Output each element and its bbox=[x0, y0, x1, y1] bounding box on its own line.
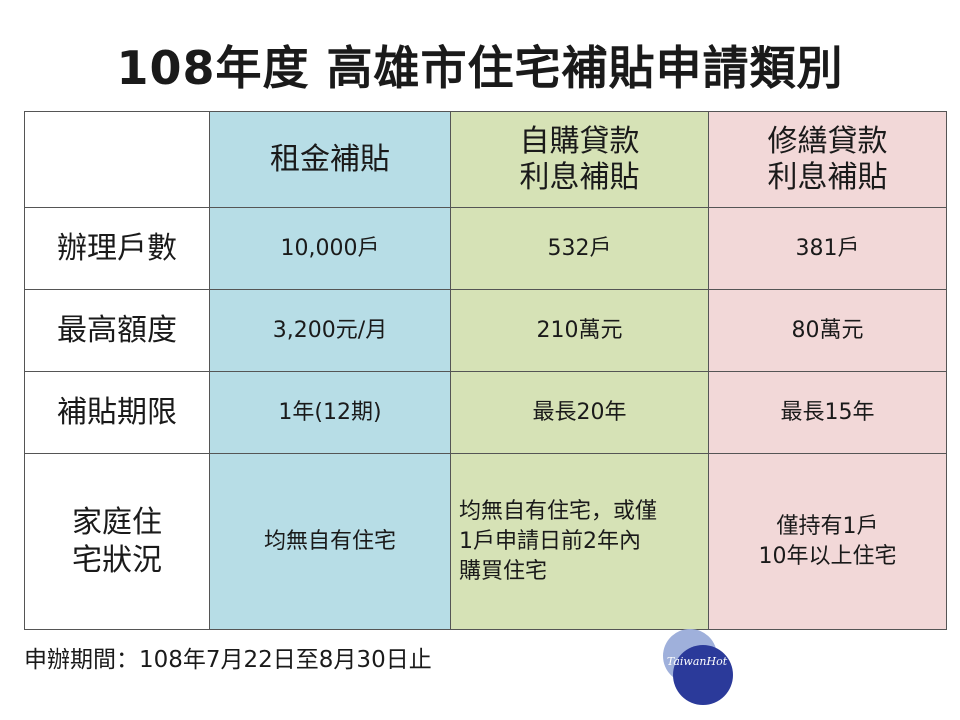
table-cell: 10,000戶 bbox=[209, 207, 451, 290]
table-cell: 最長15年 bbox=[708, 371, 947, 454]
table-cell: 80萬元 bbox=[708, 289, 947, 372]
header-text: 修繕貸款 bbox=[767, 123, 888, 159]
row-label: 家庭住 宅狀況 bbox=[24, 453, 210, 630]
table-cell: 僅持有1戶 10年以上住宅 bbox=[708, 453, 947, 630]
table-row: 補貼期限 1年(12期) 最長20年 最長15年 bbox=[24, 371, 947, 454]
table-cell: 210萬元 bbox=[450, 289, 709, 372]
table-row: 家庭住 宅狀況 均無自有住宅 均無自有住宅，或僅 1戶申請日前2年內 購買住宅 僅持有… bbox=[24, 453, 947, 630]
cell-line: 10年以上住宅 bbox=[758, 543, 897, 569]
header-rent-subsidy: 租金補貼 bbox=[209, 111, 451, 208]
application-period: 申辦期間：108年7月22日至8月30日止 bbox=[24, 647, 432, 673]
table-header-row: 租金補貼 自購貸款 利息補貼 修繕貸款 利息補貼 bbox=[24, 111, 947, 208]
subsidy-table: 租金補貼 自購貸款 利息補貼 修繕貸款 利息補貼 辦理戶數 10,000戶 532戶… bbox=[24, 111, 947, 630]
table-cell: 均無自有住宅 bbox=[209, 453, 451, 630]
table-cell: 3,200元/月 bbox=[209, 289, 451, 372]
cell-line: 僅持有1戶 bbox=[776, 513, 879, 539]
header-empty-cell bbox=[24, 111, 210, 208]
taiwanhot-logo: TaiwanHot bbox=[657, 627, 737, 707]
table-cell: 1年(12期) bbox=[209, 371, 451, 454]
logo-text: TaiwanHot bbox=[666, 655, 728, 668]
row-label: 最高額度 bbox=[24, 289, 210, 372]
cell-line: 1戶申請日前2年內 bbox=[459, 528, 641, 554]
table-cell: 最長20年 bbox=[450, 371, 709, 454]
row-label-line: 家庭住 bbox=[72, 504, 162, 540]
page-title: 108年度 高雄市住宅補貼申請類別 bbox=[116, 41, 844, 95]
table-row: 最高額度 3,200元/月 210萬元 80萬元 bbox=[24, 289, 947, 372]
row-label: 辦理戶數 bbox=[24, 207, 210, 290]
cell-line: 購買住宅 bbox=[459, 558, 548, 584]
table-cell: 381戶 bbox=[708, 207, 947, 290]
table-cell: 均無自有住宅，或僅 1戶申請日前2年內 購買住宅 bbox=[450, 453, 709, 630]
logo-circles-icon bbox=[663, 629, 733, 705]
row-label-line: 宅狀況 bbox=[72, 542, 162, 578]
table-cell: 532戶 bbox=[450, 207, 709, 290]
row-label: 補貼期限 bbox=[24, 371, 210, 454]
header-text: 利息補貼 bbox=[519, 159, 640, 195]
cell-line: 均無自有住宅，或僅 bbox=[459, 498, 658, 524]
table-row: 辦理戶數 10,000戶 532戶 381戶 bbox=[24, 207, 947, 290]
header-text: 租金補貼 bbox=[270, 141, 390, 177]
header-repair-loan: 修繕貸款 利息補貼 bbox=[708, 111, 947, 208]
header-text: 利息補貼 bbox=[767, 159, 888, 195]
header-purchase-loan: 自購貸款 利息補貼 bbox=[450, 111, 709, 208]
header-text: 自購貸款 bbox=[519, 123, 640, 159]
